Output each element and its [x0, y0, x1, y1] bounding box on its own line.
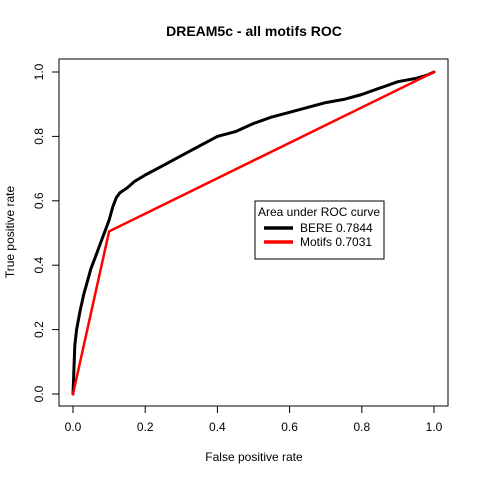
y-tick-label: 1.0: [32, 63, 46, 80]
y-axis-label: True positive rate: [3, 186, 17, 279]
series-line-motifs: [71, 70, 436, 396]
y-tick-label: 0.8: [32, 128, 46, 145]
x-tick-label: 0.2: [137, 420, 154, 434]
legend-entry: Motifs 0.7031: [300, 235, 372, 249]
y-tick-label: 0.6: [32, 192, 46, 209]
x-tick-label: 1.0: [426, 420, 443, 434]
chart-title: DREAM5c - all motifs ROC: [166, 23, 342, 39]
x-axis: 0.0 0.2 0.4 0.6 0.8 1.0: [65, 406, 443, 434]
x-tick-label: 0.0: [65, 420, 82, 434]
legend-entry: BERE 0.7844: [300, 221, 373, 235]
y-tick-label: 0.2: [32, 321, 46, 338]
x-axis-label: False positive rate: [205, 450, 303, 464]
y-tick-label: 0.0: [32, 385, 46, 402]
series-layer: [71, 70, 436, 396]
plot-area-border: [58, 58, 449, 407]
legend-title: Area under ROC curve: [258, 205, 380, 219]
y-axis: 0.0 0.2 0.4 0.6 0.8 1.0: [32, 63, 59, 402]
x-tick-label: 0.8: [353, 420, 370, 434]
x-tick-label: 0.6: [281, 420, 298, 434]
series-line-bere: [71, 70, 436, 396]
x-tick-label: 0.4: [209, 420, 226, 434]
legend-box: [254, 200, 385, 260]
y-tick-label: 0.4: [32, 257, 46, 274]
